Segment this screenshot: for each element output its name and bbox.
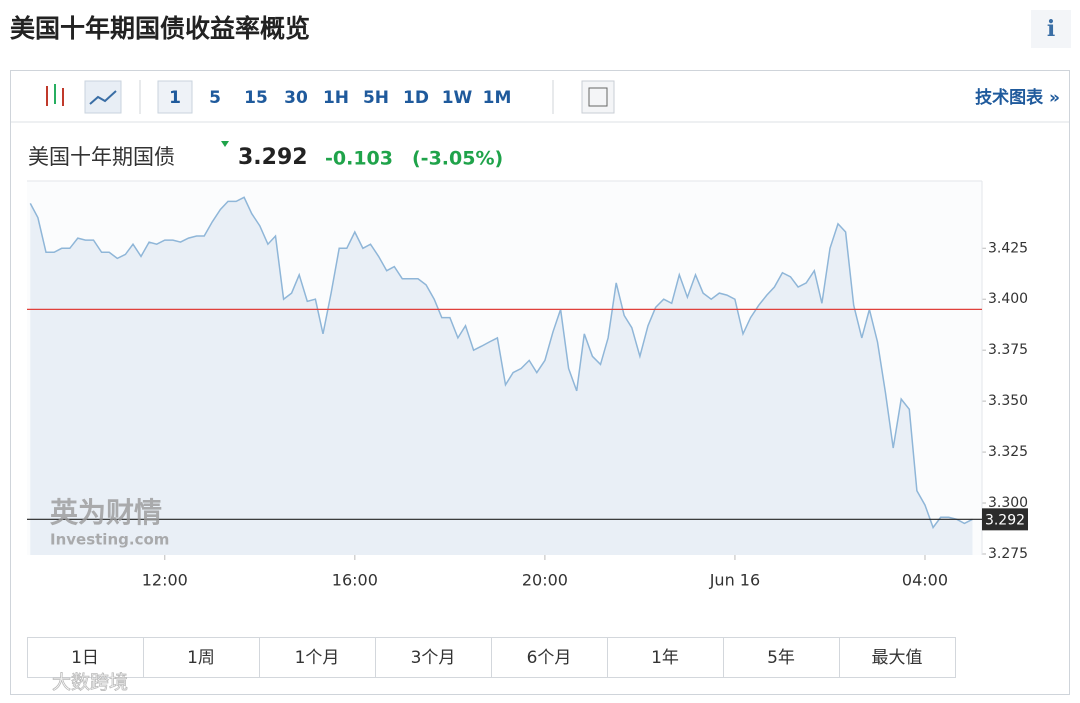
y-tick-label: 3.300	[988, 495, 1028, 511]
down-marker	[221, 141, 229, 147]
info-button[interactable]	[1031, 10, 1071, 48]
watermark-cn: 英为财情	[50, 496, 162, 529]
interval-button[interactable]: 30	[284, 88, 308, 108]
page-title: 美国十年期国债收益率概览	[10, 14, 310, 43]
footer-watermark: 大数跨境	[52, 672, 128, 694]
watermark-en: Investing.com	[50, 531, 169, 549]
range-label[interactable]: 6个月	[527, 648, 572, 668]
interval-button[interactable]: 5H	[363, 88, 389, 108]
quote-name: 美国十年期国债	[28, 145, 175, 169]
table-icon[interactable]	[581, 80, 615, 114]
range-button[interactable]	[839, 637, 956, 678]
x-tick-label: 20:00	[522, 571, 568, 590]
range-label[interactable]: 1日	[71, 648, 99, 668]
last-price-label: 3.292	[985, 512, 1025, 528]
candle-icon[interactable]	[46, 84, 64, 106]
quote-change-percent: (-3.05%)	[412, 148, 503, 170]
last-price-box	[982, 508, 1028, 531]
plot: 3.275 3.300 3.325 3.350 3.375 3.400 3.425 12:00…	[27, 180, 1028, 590]
interval-button[interactable]: 5	[209, 88, 221, 108]
interval-button[interactable]: 15	[244, 88, 268, 108]
range-button[interactable]	[259, 637, 376, 678]
quote-change: -0.103	[325, 148, 393, 170]
interval-button[interactable]: 1H	[323, 88, 349, 108]
y-tick-label: 3.375	[988, 342, 1028, 358]
range-button[interactable]	[375, 637, 492, 678]
y-tick-label: 3.275	[988, 546, 1028, 562]
range-label[interactable]: 5年	[767, 648, 795, 668]
y-tick-label: 3.350	[988, 393, 1028, 409]
x-tick-label: Jun 16	[709, 571, 760, 590]
x-tick-label: 04:00	[902, 571, 948, 590]
y-tick-label: 3.400	[988, 291, 1028, 307]
range-label[interactable]: 1个月	[295, 648, 340, 668]
table-icon-glyph	[588, 87, 608, 107]
y-tick-label: 3.325	[988, 444, 1028, 460]
range-label[interactable]: 1周	[187, 648, 215, 668]
x-tick-label: 16:00	[332, 571, 378, 590]
info-icon[interactable]: i	[1047, 16, 1055, 42]
range-bar: 1日 1周 1个月 3个月 6个月 1年 5年 最大值	[27, 637, 956, 678]
range-label[interactable]: 最大值	[872, 648, 923, 668]
quote-price: 3.292	[238, 145, 308, 170]
range-button[interactable]	[491, 637, 608, 678]
technical-chart-link[interactable]: 技术图表 »	[975, 87, 1060, 108]
interval-selected[interactable]	[157, 80, 193, 114]
line	[29, 196, 973, 530]
interval-button[interactable]: 1D	[403, 88, 429, 108]
range-button[interactable]	[723, 637, 840, 678]
line-icon-glyph	[89, 90, 117, 105]
range-button[interactable]	[143, 637, 260, 678]
range-label[interactable]: 3个月	[411, 648, 456, 668]
interval-button[interactable]: 1	[169, 88, 181, 108]
y-tick-label: 3.425	[988, 240, 1028, 256]
x-tick-label: 12:00	[142, 571, 188, 590]
interval-button[interactable]: 1M	[483, 88, 512, 108]
line-icon[interactable]	[84, 80, 122, 114]
interval-button[interactable]: 1W	[442, 88, 473, 108]
range-label[interactable]: 1年	[651, 648, 679, 668]
area-fill	[30, 197, 973, 556]
range-button[interactable]	[607, 637, 724, 678]
